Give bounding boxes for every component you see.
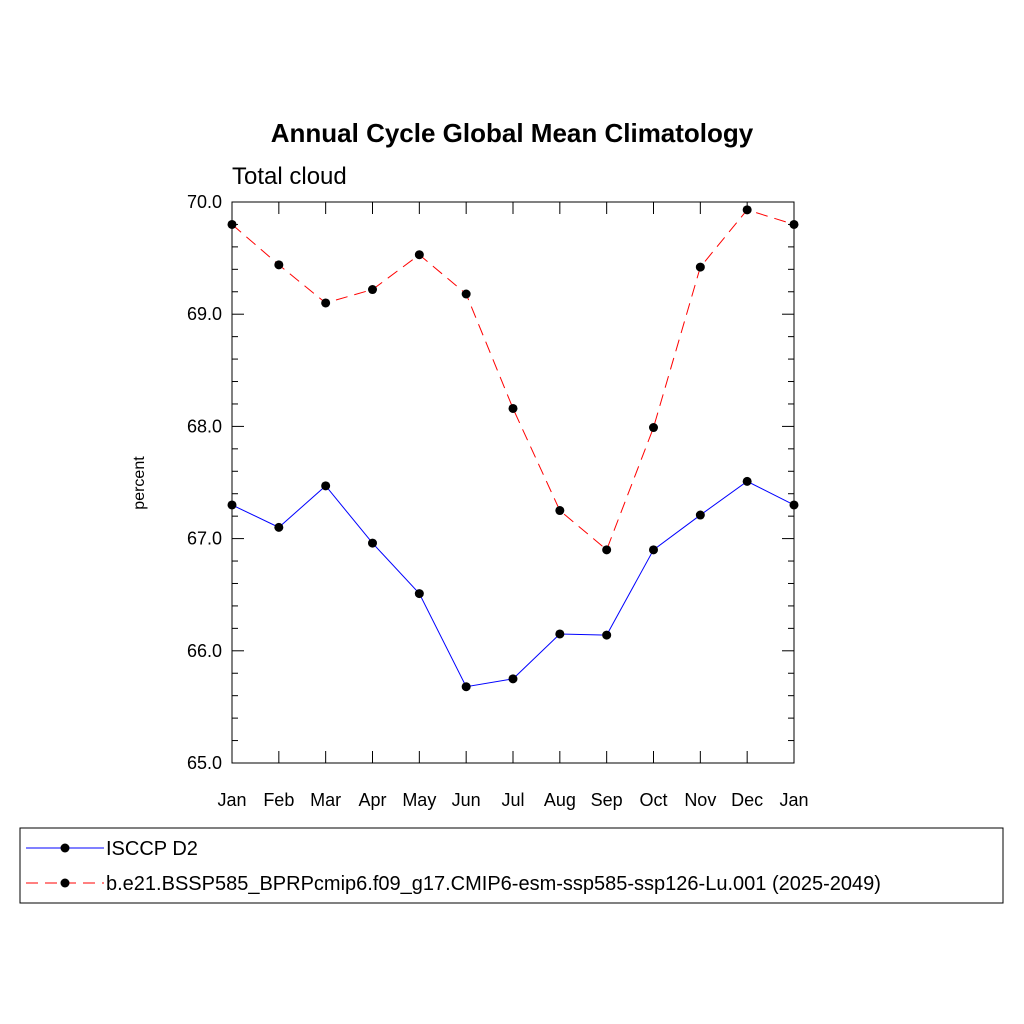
plot-area: 65.0 66.0 67.0 68.0 69.0 70.0 Jan Feb Mar Apr May J… xyxy=(187,192,809,810)
y-tick-label: 67.0 xyxy=(187,529,222,549)
y-tick-label: 69.0 xyxy=(187,304,222,324)
series-2-point xyxy=(695,262,705,272)
series-2-point xyxy=(742,205,752,215)
x-tick-label: Dec xyxy=(731,790,763,810)
y-tick-label: 66.0 xyxy=(187,641,222,661)
chart-title: Annual Cycle Global Mean Climatology xyxy=(271,118,754,148)
legend-label-2: b.e21.BSSP585_BPRPcmip6.f09_g17.CMIP6-es… xyxy=(106,873,881,895)
series-1-point xyxy=(321,481,331,491)
series-line-1 xyxy=(231,480,795,688)
series-2-point xyxy=(508,403,518,413)
x-tick-label: Oct xyxy=(639,790,667,810)
series-2-point xyxy=(414,250,424,260)
series-1-point xyxy=(695,510,705,520)
x-tick-label: Nov xyxy=(684,790,716,810)
legend-swatch-marker-2 xyxy=(60,878,70,888)
chart-subtitle: Total cloud xyxy=(232,163,347,190)
y-tick-label: 65.0 xyxy=(187,753,222,773)
series-2-point xyxy=(602,545,612,555)
x-tick-label: Jan xyxy=(779,790,808,810)
series-1-point xyxy=(274,522,284,532)
legend: ISCCP D2 b.e21.BSSP585_BPRPcmip6.f09_g17.… xyxy=(19,827,1004,904)
series-1-point xyxy=(789,500,799,510)
x-tick-label: Jul xyxy=(501,790,524,810)
legend-box xyxy=(19,827,1004,904)
series-2-point xyxy=(321,298,331,308)
series-1-point xyxy=(742,476,752,486)
series-1-point xyxy=(368,538,377,548)
x-tick-label: Mar xyxy=(310,790,341,810)
x-tick-label: Jan xyxy=(217,790,246,810)
series-1-point xyxy=(602,630,612,640)
x-tick-label: Feb xyxy=(263,790,294,810)
series-2-point xyxy=(649,423,658,433)
x-tick-label: Jun xyxy=(452,790,481,810)
series-1-point xyxy=(649,545,658,555)
series-2-point xyxy=(555,506,565,516)
series-2-point xyxy=(274,260,284,270)
y-tick-label: 70.0 xyxy=(187,192,222,212)
series-1-point xyxy=(227,500,237,510)
x-tick-label: Sep xyxy=(591,790,623,810)
x-tick-label: May xyxy=(402,790,436,810)
x-tick-label: Apr xyxy=(358,790,386,810)
series-2-point xyxy=(227,219,237,229)
series-line-2 xyxy=(231,209,795,551)
legend-label-1: ISCCP D2 xyxy=(106,838,198,860)
series-1-point xyxy=(414,589,424,599)
x-tick-label: Aug xyxy=(544,790,576,810)
series-1-point xyxy=(555,629,565,639)
series-2-point xyxy=(461,289,471,299)
series-2-point xyxy=(789,219,799,229)
series-1-point xyxy=(508,674,518,684)
y-tick-label: 68.0 xyxy=(187,416,222,436)
y-axis-label: percent xyxy=(131,456,148,510)
legend-swatch-marker-1 xyxy=(60,843,70,853)
series-2-point xyxy=(368,285,377,295)
series-1-point xyxy=(461,682,471,692)
